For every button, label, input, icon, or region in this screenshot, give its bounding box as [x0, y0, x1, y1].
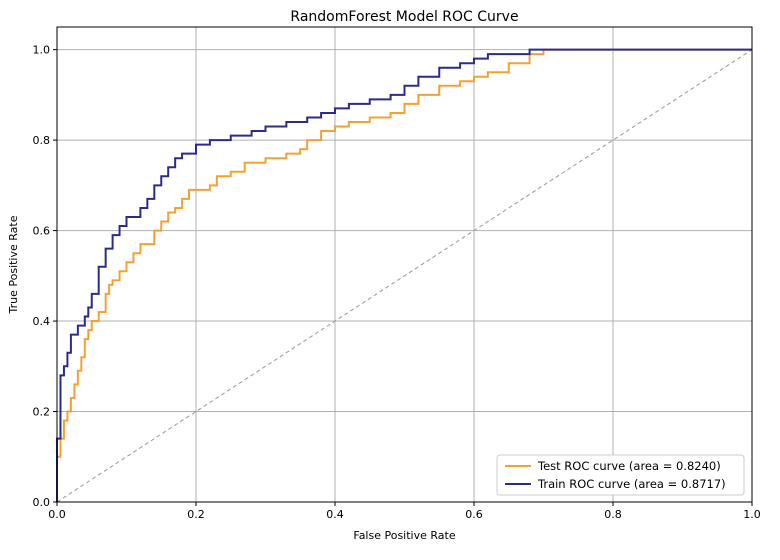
legend-box [496, 454, 745, 496]
y-tick-label: 0.6 [33, 225, 51, 238]
y-tick-label: 0.4 [33, 315, 51, 328]
chart-title: RandomForest Model ROC Curve [290, 9, 518, 25]
y-tick-label: 0.2 [33, 406, 51, 419]
x-tick-label: 0.8 [604, 508, 622, 521]
plot-frame [56, 26, 753, 503]
grid-lines [56, 27, 753, 503]
x-tick-label: 0.6 [465, 508, 483, 521]
y-tick-label: 0.0 [33, 496, 51, 509]
y-tick-label: 1.0 [33, 44, 51, 57]
x-tick-label: 0.2 [187, 508, 205, 521]
legend-label-train: Train ROC curve (area = 0.8717) [537, 477, 726, 491]
chance-diagonal-line [56, 49, 753, 503]
test-roc-line [56, 48, 752, 502]
series-layer [56, 48, 753, 503]
x-axis-label: False Positive Rate [353, 529, 455, 542]
x-tick-label: 0.0 [48, 508, 66, 521]
tick-layer: 0.0 0.2 0.4 0.6 0.8 1.0 0.0 0.2 0.4 0.6 0.8 1.0 [33, 44, 761, 521]
train-roc-line [56, 48, 752, 502]
y-tick-label: 0.8 [33, 134, 51, 147]
x-tick-label: 1.0 [743, 508, 761, 521]
y-axis-label: True Positive Rate [7, 215, 20, 314]
x-tick-label: 0.4 [326, 508, 344, 521]
legend-label-test: Test ROC curve (area = 0.8240) [537, 459, 721, 473]
legend: Test ROC curve (area = 0.8240) Train ROC… [496, 454, 745, 496]
